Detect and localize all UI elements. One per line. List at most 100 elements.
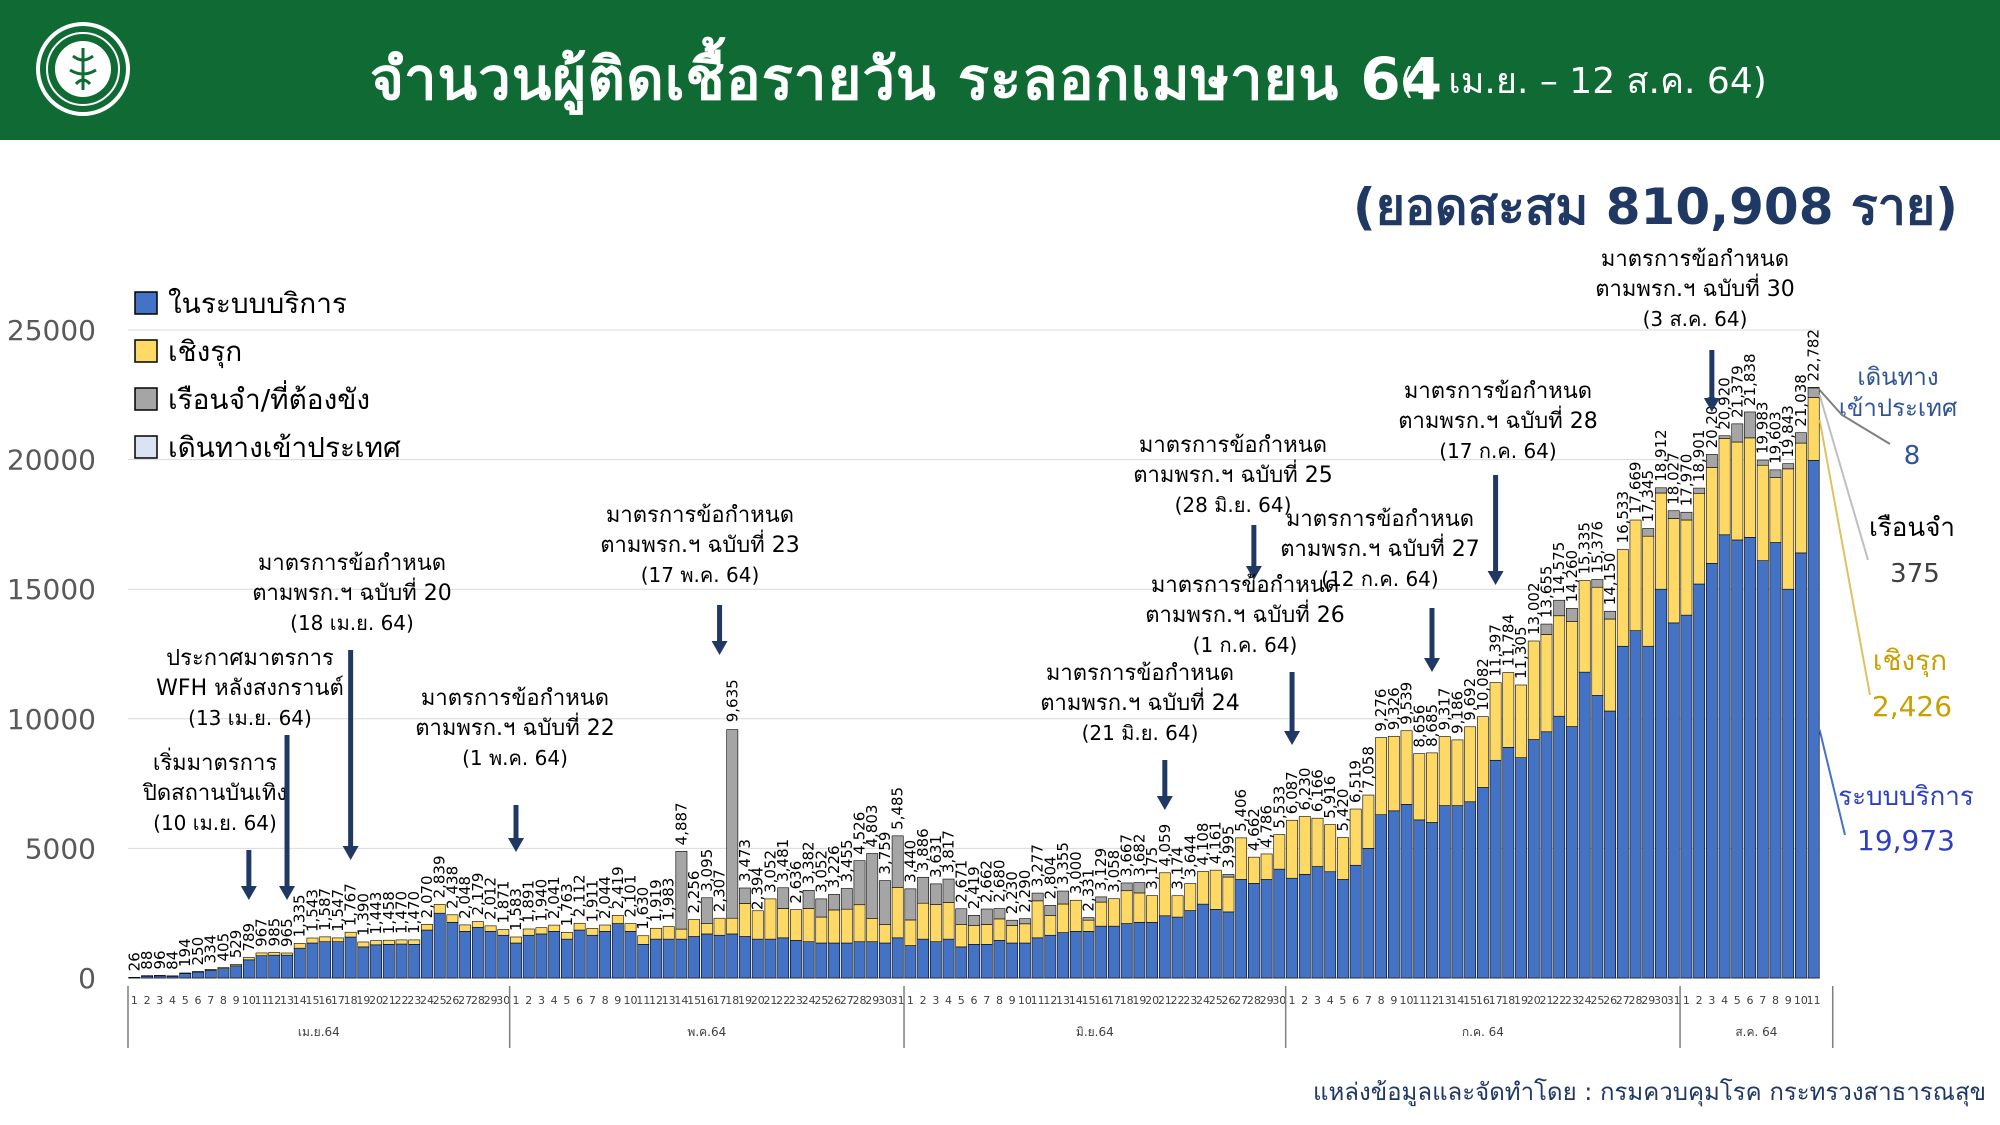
x-tick-label: 18 [1501, 994, 1515, 1007]
bar-service [1629, 630, 1642, 979]
bar-proactive [1349, 808, 1362, 866]
bar-total-label: 5,533 [1270, 786, 1288, 829]
bar-total-label: 985 [265, 918, 283, 947]
bar-service [1018, 942, 1031, 979]
bar-proactive [1018, 923, 1031, 944]
x-tick-label: 28 [1629, 994, 1643, 1007]
bar-total-label: 1,587 [316, 888, 334, 931]
legend-swatch [134, 387, 158, 411]
bar-proactive [637, 935, 650, 945]
x-tick-label: 19 [1514, 994, 1528, 1007]
bar-total-label: 4,803 [863, 805, 881, 848]
legend-label: เรือนจำ/ที่ต้องขัง [168, 380, 370, 416]
bar-service [1247, 883, 1260, 979]
bar-prison [1031, 892, 1044, 902]
bar-proactive [1044, 915, 1057, 936]
legend-label: ในระบบบริการ [168, 287, 347, 320]
bar-total-label: 1,763 [558, 883, 576, 926]
x-tick-label: 3 [156, 994, 163, 1007]
x-tick-label: 30 [1272, 994, 1286, 1007]
annotation-text: (18 เม.ย. 64) [290, 611, 414, 635]
bar-total-label: 19,843 [1779, 405, 1797, 458]
bar-proactive [459, 924, 472, 932]
x-tick-label: 5 [1734, 994, 1741, 1007]
annotation-arrowhead [240, 886, 257, 900]
bar-proactive [1489, 682, 1502, 761]
bar-total-label: 3,995 [1219, 825, 1237, 868]
bar-total-label: 7,058 [1359, 746, 1377, 789]
bar-prison [993, 908, 1006, 920]
x-tick-label: 9 [1009, 994, 1016, 1007]
page-title: จำนวนผู้ติดเชื้อรายวัน ระลอกเมษายน 64 [370, 45, 1444, 113]
bar-service [471, 927, 484, 979]
x-tick-label: 22 [1171, 994, 1185, 1007]
bar-total-label: 3,226 [825, 845, 843, 888]
bar-service [459, 931, 472, 979]
x-tick-label: 2 [144, 994, 151, 1007]
bar-service [1782, 588, 1795, 979]
proactive-label: เชิงรุก [1873, 644, 1947, 678]
bar-proactive [1184, 883, 1197, 911]
bar-service [904, 945, 917, 979]
bar-service [840, 942, 853, 979]
x-tick-label: 24 [1196, 994, 1210, 1007]
bar-service [929, 941, 942, 979]
bar-total-label: 3,817 [940, 830, 958, 873]
bar-service [242, 959, 255, 979]
bar-total-label: 3,058 [1105, 850, 1123, 893]
annotation-arrowhead [279, 886, 296, 900]
bar-proactive [204, 969, 217, 971]
bar-service [255, 955, 268, 979]
annotation-text: เริ่มมาตรการ [153, 747, 277, 776]
x-tick-label: 9 [1390, 994, 1397, 1007]
bar-total-label: 9,692 [1461, 678, 1479, 721]
bar-total-label: 17,345 [1639, 470, 1657, 523]
x-tick-label: 29 [484, 994, 498, 1007]
bar-service [1337, 879, 1349, 979]
x-tick-label: 25 [1590, 994, 1604, 1007]
bar-proactive [1337, 837, 1349, 880]
bar-service [332, 941, 344, 979]
bar-service [433, 912, 446, 979]
x-tick-label: 25 [814, 994, 828, 1007]
service-connector [1818, 729, 1846, 836]
x-tick-label: 16 [700, 994, 714, 1007]
x-tick-label: 25 [433, 994, 447, 1007]
bar-proactive [497, 929, 510, 936]
bar-total-label: 8,656 [1410, 705, 1428, 748]
bar-proactive [866, 918, 879, 943]
bar-total-label: 13,655 [1537, 566, 1555, 619]
annotation-text: มาตรการข้อกำหนด [1046, 661, 1234, 686]
bar-proactive [1807, 397, 1820, 461]
x-tick-label: 17 [1107, 994, 1121, 1007]
bar-total-label: 5,485 [889, 787, 907, 830]
bar-service [1171, 916, 1184, 979]
bar-prison [891, 835, 904, 888]
bar-proactive [1693, 492, 1706, 585]
bar-total-label: 11,784 [1499, 614, 1517, 667]
bar-total-label: 1,911 [583, 880, 601, 923]
x-tick-label: 10 [624, 994, 638, 1007]
month-label: เม.ย.64 [298, 1025, 340, 1039]
bar-total-label: 3,644 [1181, 835, 1199, 878]
bar-service [293, 947, 306, 979]
y-tick-label: 25000 [7, 314, 96, 347]
legend-swatch [134, 435, 158, 459]
bar-proactive [1604, 618, 1616, 712]
bar-proactive [1795, 442, 1807, 554]
x-tick-label: 20 [1527, 994, 1541, 1007]
x-tick-label: 12 [1425, 994, 1439, 1007]
x-tick-label: 17 [331, 994, 345, 1007]
bar-total-label: 1,543 [303, 889, 321, 932]
x-tick-label: 4 [551, 994, 558, 1007]
x-tick-label: 21 [1539, 994, 1553, 1007]
x-tick-label: 8 [1772, 994, 1779, 1007]
bar-total-label: 965 [278, 918, 296, 947]
bar-total-label: 1,390 [354, 893, 372, 936]
bar-total-label: 18,912 [1652, 429, 1670, 482]
bar-total-label: 18,901 [1690, 430, 1708, 483]
bar-service [1298, 874, 1311, 979]
x-tick-label: 23 [1565, 994, 1579, 1007]
bar-proactive [1197, 871, 1209, 905]
bar-total-label: 2,839 [431, 855, 449, 898]
